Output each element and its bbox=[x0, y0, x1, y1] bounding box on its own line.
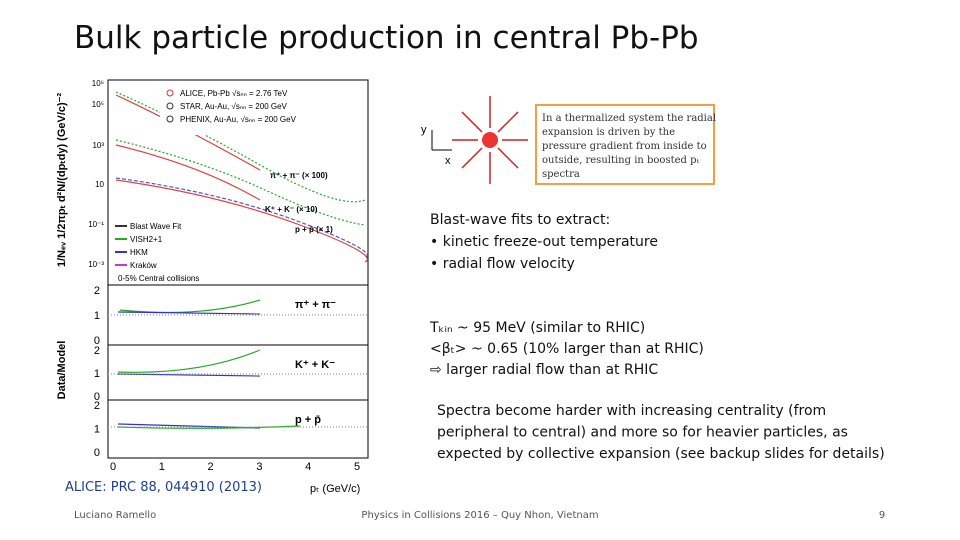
result: Tₖᵢₙ ~ 95 MeV (similar to RHIC) bbox=[429, 320, 645, 336]
legend-entry: 0-5% Central collisions bbox=[118, 274, 199, 283]
inset-text: In a thermalized system the radial bbox=[542, 113, 716, 124]
y-tick-label: 10³ bbox=[92, 141, 104, 150]
result: ⇨ larger radial flow than at RHIC bbox=[430, 362, 658, 378]
inset-text: expansion is driven by the bbox=[542, 127, 675, 138]
legend-entry: PHENIX, Au-Au, √sₙₙ = 200 GeV bbox=[180, 115, 297, 124]
ratio-tick-label: 1 bbox=[94, 424, 100, 436]
legend-entry: STAR, Au-Au, √sₙₙ = 200 GeV bbox=[180, 102, 288, 111]
legend-entry: Blast Wave Fit bbox=[130, 222, 182, 231]
footer-author: Luciano Ramello bbox=[74, 510, 156, 521]
ratio-tick-label: 0 bbox=[94, 447, 100, 459]
legend-entry: Kraków bbox=[130, 261, 157, 270]
x-axis-label: pₜ (GeV/c) bbox=[310, 483, 360, 495]
x-tick-label: 0 bbox=[110, 461, 116, 473]
ratio-frame bbox=[107, 399, 369, 459]
ratio-tick-label: 2 bbox=[94, 400, 100, 412]
y-tick-label: 10 bbox=[95, 180, 104, 189]
legend-entry: ALICE, Pb-Pb √sₙₙ = 2.76 TeV bbox=[180, 89, 288, 98]
legend-entry: VISH2+1 bbox=[130, 235, 163, 244]
species-label: K⁺ + K⁻ (× 10) bbox=[265, 205, 318, 214]
y-tick-label: 10⁵ bbox=[92, 100, 104, 109]
y-tick-label: 10⁻³ bbox=[88, 260, 104, 269]
figure bbox=[107, 79, 369, 459]
bullet: • kinetic freeze-out temperature bbox=[430, 234, 658, 250]
inset-axis: y bbox=[421, 124, 427, 136]
slide-title: Bulk particle production in central Pb-P… bbox=[74, 20, 699, 56]
paragraph-line: peripheral to central) and more so for h… bbox=[437, 425, 848, 441]
page-number: 9 bbox=[879, 510, 885, 521]
y-axis-label: 1/Nₑᵥ 1/2πpₜ d²N/(dpₜdy) (GeV/c)⁻² bbox=[56, 93, 68, 268]
bullet: • radial flow velocity bbox=[430, 256, 575, 272]
ratio-tick-label: 0 bbox=[94, 391, 100, 403]
y-tick-label: 10⁻¹ bbox=[88, 220, 104, 229]
x-tick-label: 2 bbox=[208, 461, 214, 473]
inset-axis: x bbox=[445, 155, 451, 167]
y-tick-label: 10⁶ bbox=[92, 79, 104, 88]
legend-marker bbox=[166, 89, 174, 97]
species-label: π⁺ + π⁻ (× 100) bbox=[270, 171, 328, 180]
ratio-tick-label: 1 bbox=[94, 310, 100, 322]
inset-text: spectra bbox=[542, 169, 580, 180]
ratio-tick-label: 2 bbox=[94, 345, 100, 357]
citation: ALICE: PRC 88, 044910 (2013) bbox=[65, 480, 262, 495]
legend-marker bbox=[166, 102, 174, 110]
inset-text: outside, resulting in boosted pₜ bbox=[542, 155, 700, 166]
spectra-curves bbox=[108, 91, 368, 429]
x-tick-label: 4 bbox=[305, 461, 311, 473]
ratio-panel-label: π⁺ + π⁻ bbox=[295, 299, 336, 311]
inset-text: pressure gradient from inside to bbox=[542, 141, 707, 152]
ratio-tick-label: 2 bbox=[94, 285, 100, 297]
legend-entry: HKM bbox=[130, 248, 148, 257]
species-label: p + p̄ (× 1) bbox=[295, 225, 333, 234]
x-tick-label: 1 bbox=[159, 461, 165, 473]
bullet: Blast-wave fits to extract: bbox=[430, 212, 610, 228]
x-tick-label: 3 bbox=[256, 461, 262, 473]
result: <βₜ> ~ 0.65 (10% larger than at RHIC) bbox=[430, 341, 704, 357]
inset bbox=[431, 96, 715, 185]
ratio-tick-label: 1 bbox=[94, 368, 100, 380]
ratio-panel-label: K⁺ + K⁻ bbox=[295, 359, 335, 371]
ratio-panel-label: p + p̄ bbox=[295, 414, 321, 426]
x-tick-label: 5 bbox=[354, 461, 360, 473]
paragraph-line: expected by collective expansion (see ba… bbox=[437, 446, 885, 462]
footer-event: Physics in Collisions 2016 – Quy Nhon, V… bbox=[361, 510, 598, 521]
legend-box bbox=[160, 85, 365, 135]
ratio-axis-label: Data/Model bbox=[56, 341, 68, 400]
legend-marker bbox=[166, 115, 174, 123]
paragraph-line: Spectra become harder with increasing ce… bbox=[437, 403, 826, 419]
ratio-tick-label: 0 bbox=[94, 335, 100, 347]
